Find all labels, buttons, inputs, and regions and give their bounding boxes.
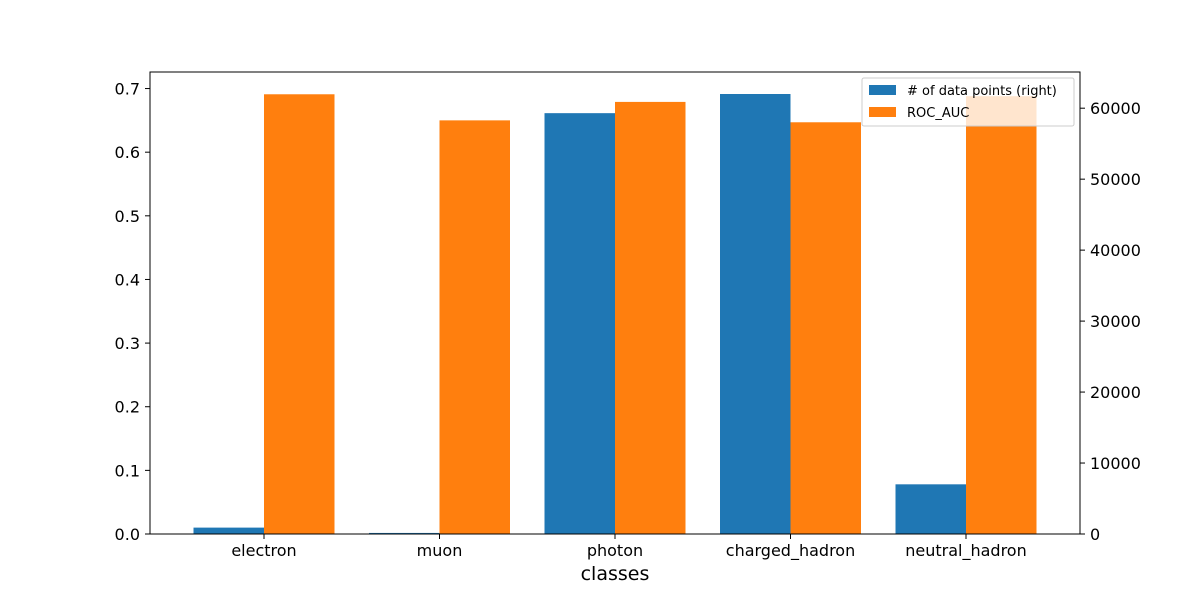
bar-data-points-electron [193, 527, 264, 534]
legend-swatch-roc-auc [869, 107, 896, 117]
bar-roc-auc-charged-hadron [790, 122, 861, 534]
bar-roc-auc-electron [264, 94, 335, 534]
bar-data-points-charged-hadron [720, 94, 791, 534]
legend: # of data points (right) ROC_AUC [861, 77, 1075, 127]
bar-roc-auc-muon [439, 120, 510, 534]
left-y-tick-label: 0.0 [115, 525, 140, 544]
x-tick-label-neutral-hadron: neutral_hadron [905, 541, 1026, 561]
bar-data-points-neutral-hadron [895, 484, 966, 534]
left-y-tick-label: 0.6 [115, 143, 140, 162]
legend-box [861, 77, 1075, 127]
x-tick-label-electron: electron [231, 541, 296, 560]
x-axis-title: classes [581, 563, 650, 585]
bar-data-points-photon [544, 113, 615, 535]
x-tick-label-charged-hadron: charged_hadron [726, 541, 855, 561]
left-y-axis: 0.0 0.1 0.2 0.3 0.4 0.5 0.6 0.7 [115, 80, 150, 544]
legend-label-data-points: # of data points (right) [907, 84, 1057, 99]
right-y-tick-label: 20000 [1090, 383, 1141, 402]
right-y-axis: 0 10000 20000 30000 40000 50000 60000 [1080, 99, 1141, 544]
x-tick-label-muon: muon [417, 541, 463, 560]
left-y-tick-label: 0.2 [115, 398, 140, 417]
left-y-tick-label: 0.7 [115, 80, 140, 99]
right-y-tick-label: 40000 [1090, 241, 1141, 260]
right-y-tick-label: 30000 [1090, 312, 1141, 331]
left-y-tick-label: 0.5 [115, 207, 140, 226]
legend-label-roc-auc: ROC_AUC [907, 106, 969, 121]
left-y-tick-label: 0.4 [115, 270, 140, 289]
right-y-tick-label: 60000 [1090, 99, 1141, 118]
bar-roc-auc-photon [615, 101, 686, 534]
legend-swatch-data-points [869, 85, 896, 95]
x-tick-label-photon: photon [587, 541, 643, 560]
bar-data-points-muon [369, 532, 440, 534]
left-y-tick-label: 0.3 [115, 334, 140, 353]
bar-roc-auc-neutral-hadron [966, 96, 1037, 534]
left-y-tick-label: 0.1 [115, 461, 140, 480]
x-axis: electron muon photon charged_hadron neutral_… [231, 534, 1027, 561]
right-axis-series-bars [193, 94, 966, 535]
right-y-tick-label: 10000 [1090, 454, 1141, 473]
right-y-tick-label: 50000 [1090, 170, 1141, 189]
right-y-tick-label: 0 [1090, 525, 1100, 544]
left-axis-series-bars [264, 94, 1037, 534]
